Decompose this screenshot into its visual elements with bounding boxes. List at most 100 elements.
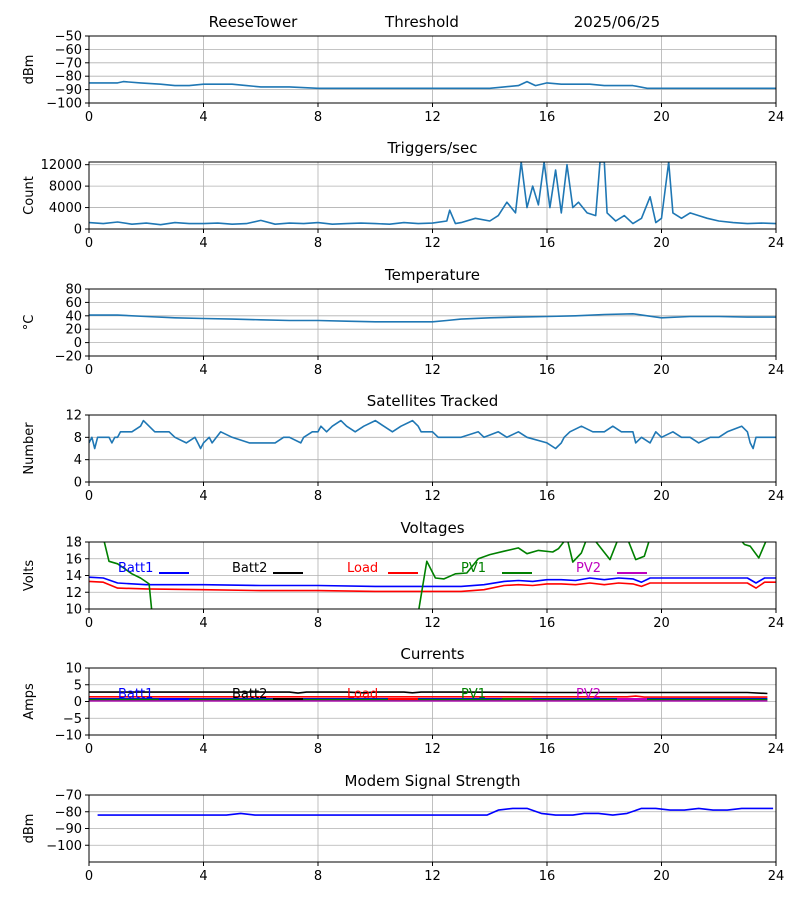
y-tick-label: 18 <box>65 536 82 551</box>
y-axis-label: Amps <box>22 683 37 720</box>
chart-title: Voltages <box>400 519 464 537</box>
x-tick-label: 16 <box>539 742 556 757</box>
x-tick-label: 4 <box>199 742 207 757</box>
series-line-load <box>89 695 768 698</box>
x-tick-label: 12 <box>424 110 441 125</box>
chart-title: Modem Signal Strength <box>345 772 521 790</box>
chart-panel-7: 0 4 8 12 16 20 24 −100 −90 −80−70 Modem Signal Str… <box>22 772 784 884</box>
x-tick-label: 4 <box>199 110 207 125</box>
y-axis-label: dBm <box>22 814 37 844</box>
y-tick-label: 16 <box>65 552 82 567</box>
x-tick-label: 20 <box>653 742 670 757</box>
legend-label: Load <box>347 687 378 702</box>
x-tick-label: 0 <box>85 110 93 125</box>
y-axis-label: Volts <box>22 560 37 592</box>
y-tick-label: 12000 <box>41 158 82 173</box>
x-tick-label: 8 <box>314 869 322 884</box>
series-line-pv1 <box>103 542 767 609</box>
x-tick-label: 4 <box>199 489 207 504</box>
x-tick-label: 12 <box>424 869 441 884</box>
x-tick-label: 0 <box>85 869 93 884</box>
header-mode: Threshold <box>384 13 459 31</box>
x-tick-label: 8 <box>314 616 322 631</box>
legend-label: PV1 <box>461 561 486 576</box>
x-tick-label: 12 <box>424 489 441 504</box>
y-tick-label: −60 <box>55 43 82 58</box>
y-tick-label: 0 <box>74 336 82 351</box>
y-tick-label: 20 <box>65 323 82 338</box>
series-line <box>89 80 776 90</box>
x-tick-label: 20 <box>653 110 670 125</box>
legend-label: Load <box>347 561 378 576</box>
y-tick-label: −100 <box>46 839 82 854</box>
legend-label: PV1 <box>461 687 486 702</box>
x-tick-label: 0 <box>85 236 93 251</box>
header-site: ReeseTower <box>209 13 299 31</box>
x-tick-label: 8 <box>314 236 322 251</box>
series-group <box>89 542 776 609</box>
x-tick-label: 4 <box>199 869 207 884</box>
x-tick-label: 16 <box>539 363 556 378</box>
chart-title: Temperature <box>384 266 480 284</box>
y-tick-label: 10 <box>65 603 82 618</box>
chart-title: Triggers/sec <box>387 139 478 157</box>
y-tick-label: −5 <box>63 712 82 727</box>
chart-panel-4: 0 4 8 12 16 20 24 0 4 8 12 Satellites Tracked Number <box>22 392 784 504</box>
y-tick-label: 14 <box>65 569 82 584</box>
y-tick-label: 5 <box>74 678 82 693</box>
legend-label: PV2 <box>576 687 601 702</box>
series-group <box>89 312 776 323</box>
y-tick-label: −20 <box>55 350 82 365</box>
x-tick-label: 8 <box>314 110 322 125</box>
series-group <box>89 691 768 702</box>
x-tick-label: 24 <box>768 869 785 884</box>
y-tick-label: 8000 <box>49 180 82 195</box>
legend-label: Batt1 <box>118 687 153 702</box>
y-tick-label: −70 <box>55 56 82 71</box>
y-tick-label: 0 <box>74 476 82 491</box>
series-group <box>89 80 776 90</box>
y-tick-label: −90 <box>55 83 82 98</box>
series-line <box>97 807 774 816</box>
x-tick-label: 24 <box>768 489 785 504</box>
x-tick-label: 12 <box>424 236 441 251</box>
x-tick-label: 8 <box>314 489 322 504</box>
x-tick-label: 24 <box>768 363 785 378</box>
x-tick-label: 24 <box>768 236 785 251</box>
x-tick-label: 4 <box>199 616 207 631</box>
header-date: 2025/06/25 <box>574 13 660 31</box>
y-tick-label: −10 <box>55 729 82 744</box>
chart-panel-2: 0 4 8 12 16 20 24 0 4000 8000 12000 Triggers/sec Cou… <box>22 139 784 251</box>
series-line <box>89 162 776 226</box>
x-tick-label: 16 <box>539 489 556 504</box>
y-tick-label: 12 <box>65 409 82 424</box>
x-tick-label: 12 <box>424 742 441 757</box>
y-tick-label: −80 <box>55 70 82 85</box>
y-tick-label: −50 <box>55 30 82 45</box>
y-tick-label: 0 <box>74 695 82 710</box>
x-tick-label: 4 <box>199 236 207 251</box>
series-line-batt2 <box>89 691 768 695</box>
chart-panel-1: 0 4 8 12 16 20 24 −100−90−80−70−60−50 dBm <box>22 30 784 126</box>
series-line-load <box>89 580 776 593</box>
legend-label: Batt1 <box>118 561 153 576</box>
y-tick-label: 80 <box>65 283 82 298</box>
y-axis-label: Count <box>22 176 37 215</box>
y-tick-label: −70 <box>55 789 82 804</box>
x-tick-label: 0 <box>85 742 93 757</box>
x-tick-label: 20 <box>653 236 670 251</box>
x-tick-label: 20 <box>653 489 670 504</box>
y-axis-label: Number <box>22 422 37 475</box>
x-tick-label: 24 <box>768 616 785 631</box>
x-tick-label: 4 <box>199 363 207 378</box>
x-tick-label: 24 <box>768 742 785 757</box>
x-tick-label: 0 <box>85 489 93 504</box>
series-group <box>89 419 776 450</box>
series-group <box>97 807 774 816</box>
x-tick-label: 16 <box>539 869 556 884</box>
y-tick-label: 4 <box>74 453 82 468</box>
